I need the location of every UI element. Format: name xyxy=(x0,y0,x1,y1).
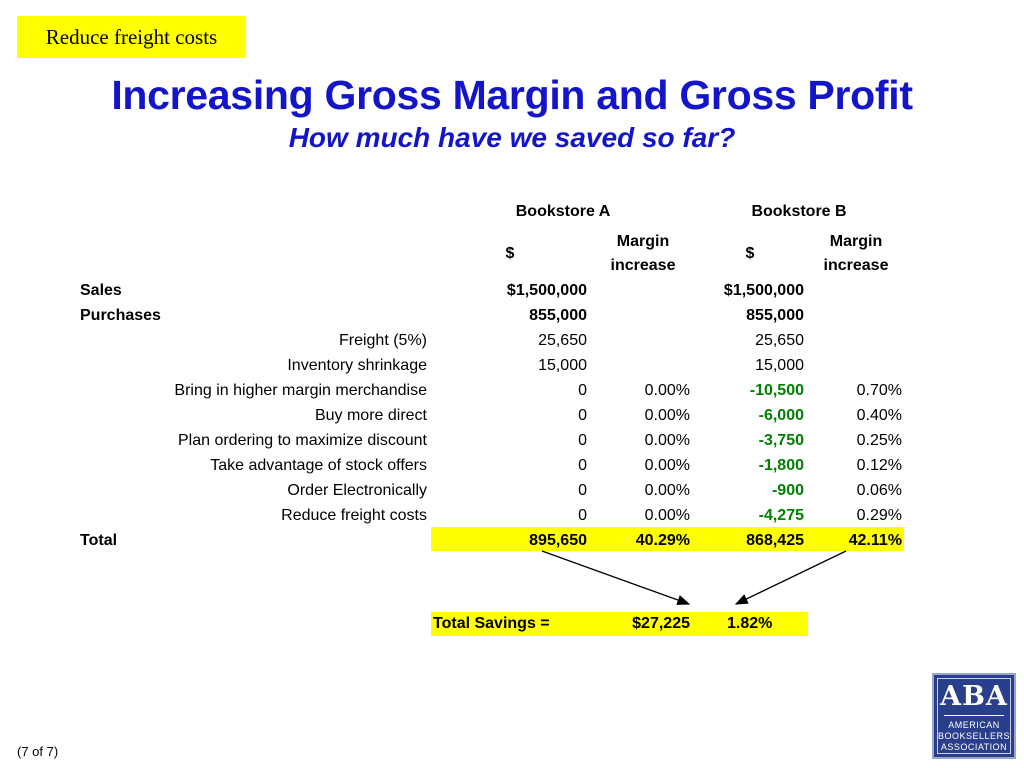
arrow-from-bookstore-a xyxy=(541,550,691,605)
row-label: Buy more direct xyxy=(314,407,427,424)
aba-logo: ABA AMERICAN BOOKSELLERS ASSOCIATION xyxy=(932,673,1016,759)
cell-b-val: 25,650 xyxy=(755,332,804,349)
cell-a-pct: 0.00% xyxy=(644,432,690,449)
header-dollar-a: $ xyxy=(505,245,515,262)
cell-a-pct: 0.00% xyxy=(644,382,690,399)
aba-logo-line2: BOOKSELLERS xyxy=(937,731,1011,741)
cell-b-pct: 0.40% xyxy=(856,407,902,424)
row-label: Total xyxy=(80,532,118,549)
section-tag: Reduce freight costs xyxy=(17,16,246,58)
aba-logo-mark: ABA xyxy=(940,681,1008,712)
cell-a-val: 895,650 xyxy=(529,532,587,549)
row-label: Purchases xyxy=(80,307,161,324)
cell-a-val: 0 xyxy=(578,507,587,524)
row-label: Take advantage of stock offers xyxy=(210,457,427,474)
cell-b-pct: 0.12% xyxy=(856,457,902,474)
aba-logo-line3: ASSOCIATION xyxy=(940,742,1008,752)
header-margin-b-line2: increase xyxy=(823,257,889,274)
header-bookstore-a: Bookstore A xyxy=(515,203,611,220)
header-bookstore-b: Bookstore B xyxy=(751,203,847,220)
cell-b-val: 15,000 xyxy=(755,357,804,374)
row-label: Freight (5%) xyxy=(338,332,427,349)
cell-b-val: -4,275 xyxy=(758,507,804,524)
cell-b-val: -6,000 xyxy=(758,407,804,424)
cell-b-pct: 0.29% xyxy=(856,507,902,524)
row-label: Inventory shrinkage xyxy=(287,357,427,374)
header-margin-a-line2: increase xyxy=(610,257,676,274)
page-subtitle: How much have we saved so far? xyxy=(288,122,736,153)
cell-b-val: 855,000 xyxy=(746,307,804,324)
cell-b-pct: 0.06% xyxy=(856,482,902,499)
cell-b-val: -10,500 xyxy=(749,382,804,399)
cell-b-val: $1,500,000 xyxy=(723,282,804,299)
cell-a-val: $1,500,000 xyxy=(506,282,587,299)
cell-a-pct: 0.00% xyxy=(644,407,690,424)
cell-a-val: 25,650 xyxy=(538,332,587,349)
aba-logo-line1: AMERICAN xyxy=(948,720,1000,730)
cell-a-val: 15,000 xyxy=(538,357,587,374)
cell-b-pct: 0.25% xyxy=(856,432,902,449)
cell-b-val: 868,425 xyxy=(746,532,804,549)
savings-percent: 1.82% xyxy=(727,615,773,632)
cell-a-val: 855,000 xyxy=(529,307,587,324)
total-row-highlight xyxy=(431,527,904,551)
cell-a-pct: 0.00% xyxy=(644,482,690,499)
row-label: Plan ordering to maximize discount xyxy=(177,432,427,449)
row-label: Bring in higher margin merchandise xyxy=(174,382,427,399)
cell-b-pct: 42.11% xyxy=(848,532,902,549)
arrow-from-bookstore-b xyxy=(734,550,847,605)
header-margin-a-line1: Margin xyxy=(616,233,670,250)
cell-b-val: -900 xyxy=(771,482,804,499)
row-label: Order Electronically xyxy=(287,482,427,499)
header-dollar-b: $ xyxy=(745,245,755,262)
row-label: Reduce freight costs xyxy=(281,507,427,524)
cell-a-val: 0 xyxy=(578,432,587,449)
page-title: Increasing Gross Margin and Gross Profit xyxy=(111,72,913,118)
cell-b-val: -3,750 xyxy=(758,432,804,449)
page-indicator: (7 of 7) xyxy=(17,744,59,759)
savings-highlight xyxy=(431,612,808,636)
savings-label: Total Savings = xyxy=(433,615,550,632)
cell-a-pct: 40.29% xyxy=(635,532,690,549)
header-margin-b-line1: Margin xyxy=(829,233,883,250)
cell-a-pct: 0.00% xyxy=(644,457,690,474)
row-label: Sales xyxy=(80,282,122,299)
cell-a-val: 0 xyxy=(578,457,587,474)
cell-a-pct: 0.00% xyxy=(644,507,690,524)
savings-amount: $27,225 xyxy=(632,615,690,632)
cell-b-pct: 0.70% xyxy=(856,382,902,399)
cell-b-val: -1,800 xyxy=(758,457,804,474)
cell-a-val: 0 xyxy=(578,382,587,399)
cell-a-val: 0 xyxy=(578,407,587,424)
cell-a-val: 0 xyxy=(578,482,587,499)
